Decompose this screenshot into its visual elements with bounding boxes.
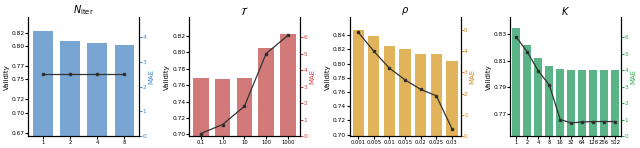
- Bar: [384, 46, 395, 148]
- Y-axis label: Validity: Validity: [325, 64, 331, 90]
- Y-axis label: MAE: MAE: [148, 69, 154, 84]
- Bar: [579, 70, 586, 148]
- Title: $N_{\mathrm{iter}}$: $N_{\mathrm{iter}}$: [73, 3, 94, 17]
- Bar: [280, 34, 296, 148]
- Bar: [545, 66, 553, 148]
- Y-axis label: Validity: Validity: [486, 64, 492, 90]
- Y-axis label: Validity: Validity: [164, 64, 170, 90]
- Y-axis label: MAE: MAE: [309, 69, 315, 84]
- Bar: [60, 41, 80, 148]
- Bar: [215, 79, 230, 148]
- Bar: [534, 58, 542, 148]
- Bar: [415, 54, 426, 148]
- Y-axis label: MAE: MAE: [630, 69, 637, 84]
- Bar: [399, 49, 411, 148]
- Y-axis label: MAE: MAE: [470, 69, 476, 84]
- Bar: [115, 45, 134, 148]
- Bar: [524, 45, 531, 148]
- Bar: [259, 48, 274, 148]
- Bar: [431, 54, 442, 148]
- Title: $\mathcal{T}$: $\mathcal{T}$: [240, 5, 249, 17]
- Bar: [446, 61, 458, 148]
- Bar: [368, 36, 380, 148]
- Title: $K$: $K$: [561, 5, 570, 17]
- Bar: [611, 70, 619, 148]
- Bar: [237, 78, 252, 148]
- Bar: [193, 78, 209, 148]
- Title: $\rho$: $\rho$: [401, 5, 409, 17]
- Bar: [600, 70, 608, 148]
- Bar: [589, 70, 597, 148]
- Bar: [353, 30, 364, 148]
- Bar: [88, 43, 107, 148]
- Bar: [567, 70, 575, 148]
- Bar: [513, 28, 520, 148]
- Bar: [33, 31, 52, 148]
- Y-axis label: Validity: Validity: [3, 64, 10, 90]
- Bar: [556, 69, 564, 148]
